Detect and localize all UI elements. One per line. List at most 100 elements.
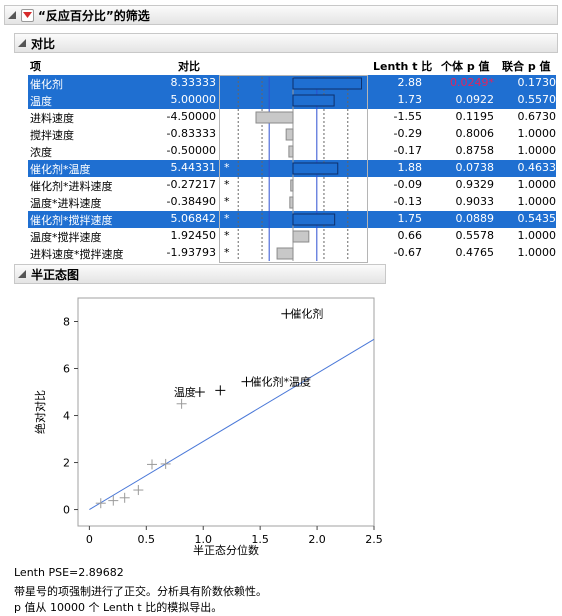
scatter-point[interactable]: 催化剂*温度	[241, 375, 311, 389]
contrast-bar	[285, 128, 294, 141]
term-cell: 催化剂*进料速度	[30, 180, 113, 193]
simultaneous-p-cell: 1.0000	[517, 144, 557, 157]
y-tick-label: 4	[63, 410, 70, 423]
term-cell: 温度*搅拌速度	[30, 231, 102, 244]
x-tick-label: 1.5	[251, 533, 269, 546]
contrast-bar	[290, 179, 294, 192]
point-label: 催化剂*温度	[250, 375, 311, 389]
orthog-star: *	[224, 161, 230, 174]
x-tick-label: 2.0	[308, 533, 326, 546]
scatter-point[interactable]	[176, 398, 187, 409]
screening-panel-header[interactable]: “反应百分比”的筛选	[4, 5, 558, 25]
simultaneous-p-cell: 0.1730	[517, 76, 557, 89]
col-header-lenth-t: Lenth t 比	[373, 60, 433, 73]
x-axis-label: 半正态分位数	[193, 543, 259, 557]
contrast-bar	[292, 77, 363, 90]
contrast-bar	[292, 230, 310, 243]
table-row[interactable]: 催化剂*进料速度 -0.27217 * -0.09 0.9329 1.0000	[28, 177, 556, 194]
half-normal-plot: 0 2 4 6 8 0 0.5 1.0 1.5 2.0 2.5 温度 催化剂*温度 催化剂 半正态分位…	[33, 297, 383, 557]
contrast-bar	[292, 213, 336, 226]
contrast-cell: 5.06842	[170, 212, 217, 225]
contrasts-title: 对比	[31, 36, 56, 51]
lenth-t-cell: 1.73	[397, 93, 423, 106]
term-cell: 催化剂	[30, 78, 63, 91]
scatter-point[interactable]	[119, 492, 130, 503]
y-tick-label: 8	[63, 316, 70, 329]
pse-line	[89, 338, 375, 510]
lenth-t-cell: -0.67	[393, 246, 422, 259]
lenth-t-cell: -0.17	[393, 144, 422, 157]
y-tick-label: 2	[63, 457, 70, 470]
individual-p-cell: 0.1195	[455, 110, 495, 123]
collapse-triangle-icon[interactable]	[7, 10, 17, 20]
individual-p-cell: 0.4765	[455, 246, 495, 259]
contrast-cell: 5.44331	[170, 161, 217, 174]
scatter-point[interactable]	[160, 458, 171, 469]
table-row[interactable]: 催化剂 8.33333 2.88 0.0249* 0.1730	[28, 75, 556, 92]
half-normal-title: 半正态图	[31, 267, 80, 282]
contrast-bar	[292, 94, 335, 107]
contrast-cell: -0.38490	[166, 195, 216, 208]
collapse-triangle-icon[interactable]	[17, 38, 27, 48]
scatter-point[interactable]	[147, 459, 157, 470]
lenth-t-cell: -0.13	[393, 195, 422, 208]
term-cell: 催化剂*搅拌速度	[30, 214, 113, 227]
y-tick-label: 0	[63, 504, 70, 517]
col-header-simultaneous-p: 联合 p 值	[502, 60, 551, 73]
scatter-point[interactable]	[133, 485, 144, 496]
table-row[interactable]: 进料速度 -4.50000 -1.55 0.1195 0.6730	[28, 109, 556, 126]
contrast-cell: -0.83333	[166, 127, 216, 140]
table-row[interactable]: 温度 5.00000 1.73 0.0922 0.5570	[28, 92, 556, 109]
lenth-t-cell: -0.29	[393, 127, 422, 140]
simultaneous-p-cell: 1.0000	[517, 195, 557, 208]
term-cell: 催化剂*温度	[30, 163, 91, 176]
red-triangle-menu-icon[interactable]	[21, 8, 34, 22]
individual-p-cell: 0.0889	[455, 212, 495, 225]
contrasts-header[interactable]: 对比	[14, 33, 558, 53]
contrast-cell: 8.33333	[170, 76, 217, 89]
orthog-star: *	[224, 229, 230, 242]
table-row[interactable]: 温度*搅拌速度 1.92450 * 0.66 0.5578 1.0000	[28, 228, 556, 245]
table-row[interactable]: 温度*进料速度 -0.38490 * -0.13 0.9033 1.0000	[28, 194, 556, 211]
contrast-bar	[289, 196, 294, 209]
simultaneous-p-cell: 1.0000	[517, 246, 557, 259]
term-cell: 浓度	[30, 146, 52, 159]
term-cell: 搅拌速度	[30, 129, 74, 142]
term-cell: 进料速度	[30, 112, 74, 125]
lenth-t-cell: 0.66	[397, 229, 423, 242]
panel-title: “反应百分比”的筛选	[38, 8, 150, 23]
table-row[interactable]: 浓度 -0.50000 -0.17 0.8758 1.0000	[28, 143, 556, 160]
individual-p-cell: 0.0249*	[450, 76, 494, 89]
scatter-point[interactable]	[95, 498, 106, 509]
scatter-point[interactable]	[108, 495, 119, 506]
simultaneous-p-cell: 1.0000	[517, 178, 557, 191]
x-tick-label: 2.5	[365, 533, 383, 546]
individual-p-cell: 0.9329	[455, 178, 495, 191]
table-row[interactable]: 进料速度*搅拌速度 -1.93793 * -0.67 0.4765 1.0000	[28, 245, 556, 262]
individual-p-cell: 0.0922	[455, 93, 495, 106]
x-tick-label: 0.5	[138, 533, 156, 546]
contrast-cell: -0.50000	[166, 144, 216, 157]
contrast-bar	[255, 111, 294, 124]
table-row[interactable]: 催化剂*温度 5.44331 * 1.88 0.0738 0.4633	[28, 160, 556, 177]
table-row[interactable]: 搅拌速度 -0.83333 -0.29 0.8006 1.0000	[28, 126, 556, 143]
contrast-cell: 1.92450	[170, 229, 217, 242]
simultaneous-p-cell: 1.0000	[517, 127, 557, 140]
term-cell: 进料速度*搅拌速度	[30, 248, 124, 261]
simultaneous-p-cell: 0.4633	[517, 161, 557, 174]
lenth-pse: Lenth PSE=2.89682	[14, 566, 124, 579]
scatter-point[interactable]	[215, 385, 226, 396]
collapse-triangle-icon[interactable]	[17, 269, 27, 279]
contrast-bar	[292, 162, 339, 175]
col-header-contrast: 对比	[178, 60, 200, 73]
y-tick-label: 6	[63, 363, 70, 376]
contrast-bar	[276, 247, 294, 260]
contrast-cell: -4.50000	[166, 110, 216, 123]
table-row[interactable]: 催化剂*搅拌速度 5.06842 * 1.75 0.0889 0.5435	[28, 211, 556, 228]
term-cell: 温度	[30, 95, 52, 108]
scatter-point[interactable]: 温度	[174, 385, 205, 399]
simultaneous-p-cell: 0.5435	[517, 212, 557, 225]
half-normal-header[interactable]: 半正态图	[14, 264, 386, 284]
scatter-point[interactable]: 催化剂	[281, 307, 323, 321]
simultaneous-p-cell: 0.6730	[517, 110, 557, 123]
